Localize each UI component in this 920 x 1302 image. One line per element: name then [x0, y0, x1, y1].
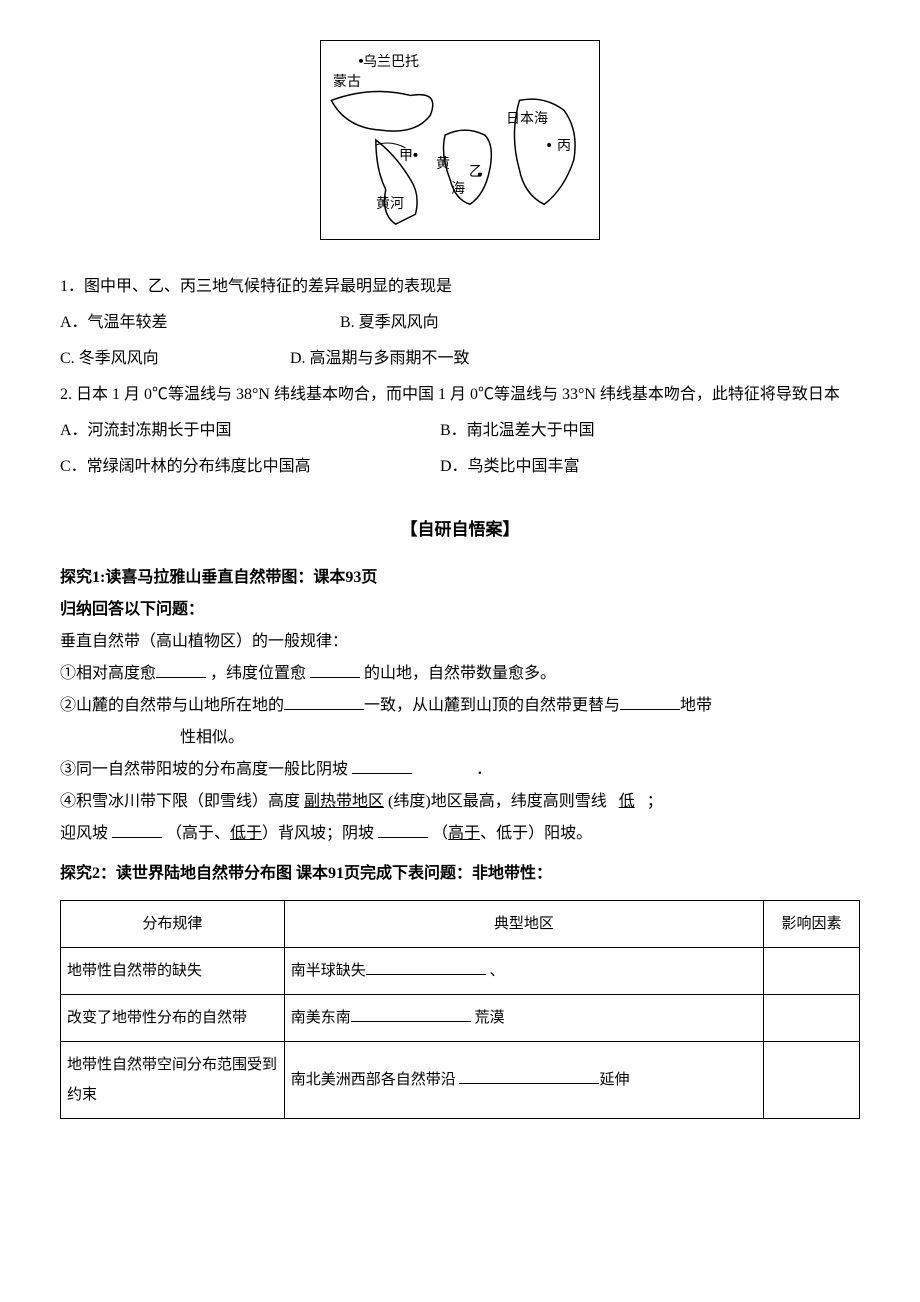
q1-optA: A．气温年较差: [60, 307, 340, 339]
table-row: 地带性自然带空间分布范围受到约束 南北美洲西部各自然带沿 延伸: [61, 1042, 860, 1119]
map-label-sea: 海: [451, 176, 465, 204]
item3-b: ．: [476, 761, 492, 778]
explore1-item4-line2: 迎风坡 （高于、低于）背风坡；阴坡 （高于、低于）阳坡。: [60, 818, 860, 850]
q2-options-row2: C．常绿阔叶林的分布纬度比中国高 D．鸟类比中国丰富: [60, 451, 860, 483]
blank: [378, 822, 428, 838]
map-figure: 乌兰巴托 蒙古 日本海 甲 黄 乙 丙 黄河 海: [60, 40, 860, 251]
explore1-item1: ①相对高度愈 ，纬度位置愈 的山地，自然带数量愈多。: [60, 658, 860, 690]
q1-stem: 1．图中甲、乙、丙三地气候特征的差异最明显的表现是: [60, 271, 860, 303]
map-label-yellowriver: 黄河: [376, 191, 404, 219]
map-label-mongolia: 蒙古: [333, 69, 361, 97]
item2-d: 性相似。: [60, 722, 860, 754]
map-label-yellowsea: 黄: [436, 151, 450, 179]
item4-u2: 低: [611, 793, 643, 810]
q2-optA: A．河流封冻期长于中国: [60, 415, 440, 447]
table-header-row: 分布规律 典型地区 影响因素: [61, 901, 860, 948]
cell-text: 南北美洲西部各自然带沿: [291, 1072, 456, 1088]
q2-optC: C．常绿阔叶林的分布纬度比中国高: [60, 451, 440, 483]
cell-r3c3: [764, 1042, 860, 1119]
q1-options-row1: A．气温年较差 B. 夏季风风向: [60, 307, 860, 339]
blank: [366, 974, 486, 975]
item4-u4: 高于: [448, 825, 480, 842]
cell-text: 南半球缺失: [291, 963, 366, 979]
map-label-jia: 甲: [399, 143, 413, 171]
q2-stem: 2. 日本 1 月 0℃等温线与 38°N 纬线基本吻合，而中国 1 月 0℃等…: [60, 379, 860, 411]
th-col3: 影响因素: [764, 901, 860, 948]
cell-r1c1: 地带性自然带的缺失: [61, 948, 285, 995]
blank: [352, 758, 412, 774]
blank: [310, 662, 360, 678]
item2-a: ②山麓的自然带与山地所在地的: [60, 697, 284, 714]
map-label-bing: 丙: [557, 133, 571, 161]
th-col1: 分布规律: [61, 901, 285, 948]
item2-b: 一致，从山麓到山顶的自然带更替与: [364, 697, 620, 714]
map-label-yi: 乙: [469, 159, 483, 187]
explore1-intro: 垂直自然带（高山植物区）的一般规律：: [60, 626, 860, 658]
map-label-ulanbator: 乌兰巴托: [363, 49, 419, 77]
q2-optB: B．南北温差大于中国: [440, 415, 860, 447]
cell-r3c2: 南北美洲西部各自然带沿 延伸: [284, 1042, 763, 1119]
cell-r2c2: 南美东南 荒漠: [284, 995, 763, 1042]
blank: [620, 694, 680, 710]
table-row: 改变了地带性分布的自然带 南美东南 荒漠: [61, 995, 860, 1042]
item1-a: ①相对高度愈: [60, 665, 156, 682]
q2-options-row1: A．河流封冻期长于中国 B．南北温差大于中国: [60, 415, 860, 447]
explore2-title: 探究2：读世界陆地自然带分布图 课本91页完成下表问题：非地带性：: [60, 858, 860, 890]
table-row: 地带性自然带的缺失 南半球缺失 、: [61, 948, 860, 995]
map-box: 乌兰巴托 蒙古 日本海 甲 黄 乙 丙 黄河 海: [320, 40, 600, 240]
item4-g: （: [432, 825, 448, 842]
map-label-japansea: 日本海: [506, 106, 548, 134]
q2-optD: D．鸟类比中国丰富: [440, 451, 860, 483]
explore1-item3: ③同一自然带阳坡的分布高度一般比阴坡 ．: [60, 754, 860, 786]
explore1-subtitle: 归纳回答以下问题：: [60, 594, 860, 626]
explore1-item2: ②山麓的自然带与山地所在地的 一致，从山麓到山顶的自然带更替与 地带: [60, 690, 860, 722]
cell-r3c1: 地带性自然带空间分布范围受到约束: [61, 1042, 285, 1119]
blank: [284, 694, 364, 710]
blank: [459, 1083, 599, 1084]
th-col2: 典型地区: [284, 901, 763, 948]
explore1-item4-line1: ④积雪冰川带下限（即雪线）高度 副热带地区 (纬度)地区最高，纬度高则雪线 低 …: [60, 786, 860, 818]
item4-h: 、低于）阳坡。: [480, 825, 592, 842]
distribution-table: 分布规律 典型地区 影响因素 地带性自然带的缺失 南半球缺失 、 改变了地带性分…: [60, 900, 860, 1119]
blank: [156, 662, 206, 678]
item2-c: 地带: [680, 697, 712, 714]
cell-text: 延伸: [599, 1072, 629, 1088]
cell-text: 荒漠: [474, 1010, 504, 1026]
cell-r2c1: 改变了地带性分布的自然带: [61, 995, 285, 1042]
cell-r1c3: [764, 948, 860, 995]
cell-text: 、: [489, 963, 504, 979]
blank: [112, 822, 162, 838]
cell-r2c3: [764, 995, 860, 1042]
q1-optC: C. 冬季风风向: [60, 343, 290, 375]
q1-options-row2: C. 冬季风风向 D. 高温期与多雨期不一致: [60, 343, 860, 375]
item4-c: ；: [647, 793, 663, 810]
item3-a: ③同一自然带阳坡的分布高度一般比阴坡: [60, 761, 348, 778]
item4-u3: 低于: [230, 825, 262, 842]
item4-u1: 副热带地区: [304, 793, 384, 810]
q1-optB: B. 夏季风风向: [340, 307, 860, 339]
item4-f: ）背风坡；阴坡: [262, 825, 374, 842]
cell-text: 南美东南: [291, 1010, 351, 1026]
q1-optD: D. 高温期与多雨期不一致: [290, 343, 860, 375]
item4-b: (纬度)地区最高，纬度高则雪线: [388, 793, 607, 810]
blank: [351, 1021, 471, 1022]
explore1-title: 探究1:读喜马拉雅山垂直自然带图：课本93页: [60, 562, 860, 594]
item4-d: 迎风坡: [60, 825, 108, 842]
item4-e: （高于、: [166, 825, 230, 842]
cell-r1c2: 南半球缺失 、: [284, 948, 763, 995]
item4-a: ④积雪冰川带下限（即雪线）高度: [60, 793, 300, 810]
item1-c: 的山地，自然带数量愈多。: [364, 665, 556, 682]
section-title: 【自研自悟案】: [60, 513, 860, 547]
item1-b: ，纬度位置愈: [210, 665, 306, 682]
